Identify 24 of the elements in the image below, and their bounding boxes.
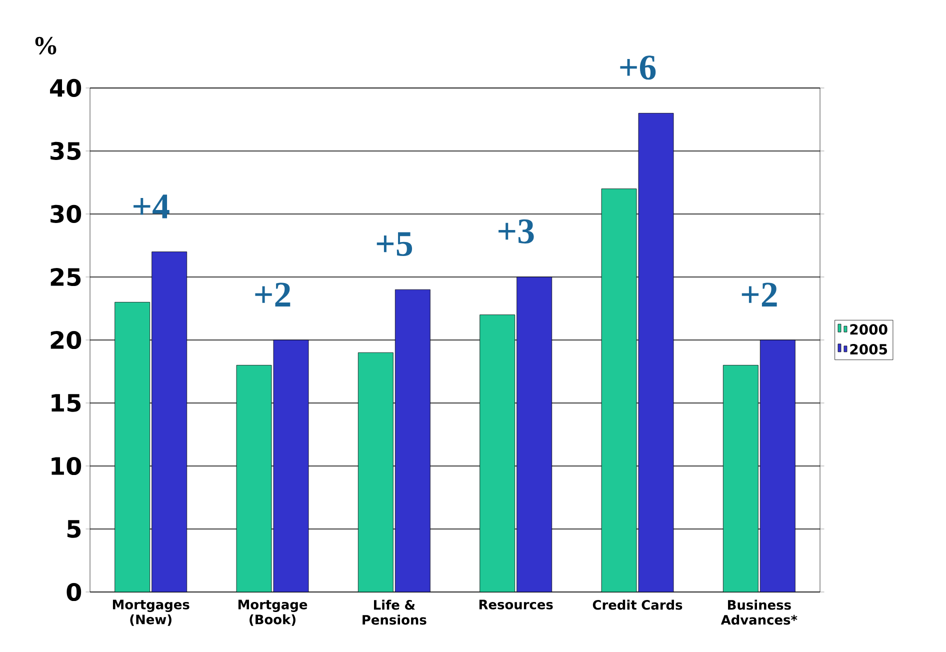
x-tick-label: Business Advances* — [720, 600, 798, 625]
x-tick-label: Mortgage (Book) — [238, 600, 308, 626]
legend-label: 2000 — [850, 324, 888, 335]
x-tick-label: Resources — [479, 600, 553, 610]
y-tick-label: 5 — [67, 520, 81, 538]
y-tick-label: 0 — [66, 582, 82, 602]
x-tick-label: Life & Pensions — [362, 600, 426, 625]
y-tick-label: 35 — [50, 142, 81, 160]
x-tick-label: Credit Cards — [592, 600, 682, 610]
annotation: +2 — [742, 282, 777, 306]
annotation: +5 — [376, 232, 412, 256]
y-tick-label: 15 — [52, 394, 81, 412]
y-tick-label: 40 — [50, 78, 82, 98]
y-tick-label: 10 — [52, 456, 82, 476]
x-tick-label: Mortgages (New) — [112, 600, 190, 626]
y-tick-label: 30 — [50, 204, 82, 224]
annotation: +4 — [134, 194, 170, 218]
annotation: +2 — [255, 282, 290, 306]
annotation: +3 — [498, 219, 534, 244]
legend-label: 2005 — [850, 344, 888, 355]
annotation: +6 — [620, 56, 656, 80]
y-axis-title: % — [35, 36, 56, 54]
y-tick-label: 20 — [50, 330, 82, 350]
y-tick-label: 25 — [50, 268, 81, 286]
